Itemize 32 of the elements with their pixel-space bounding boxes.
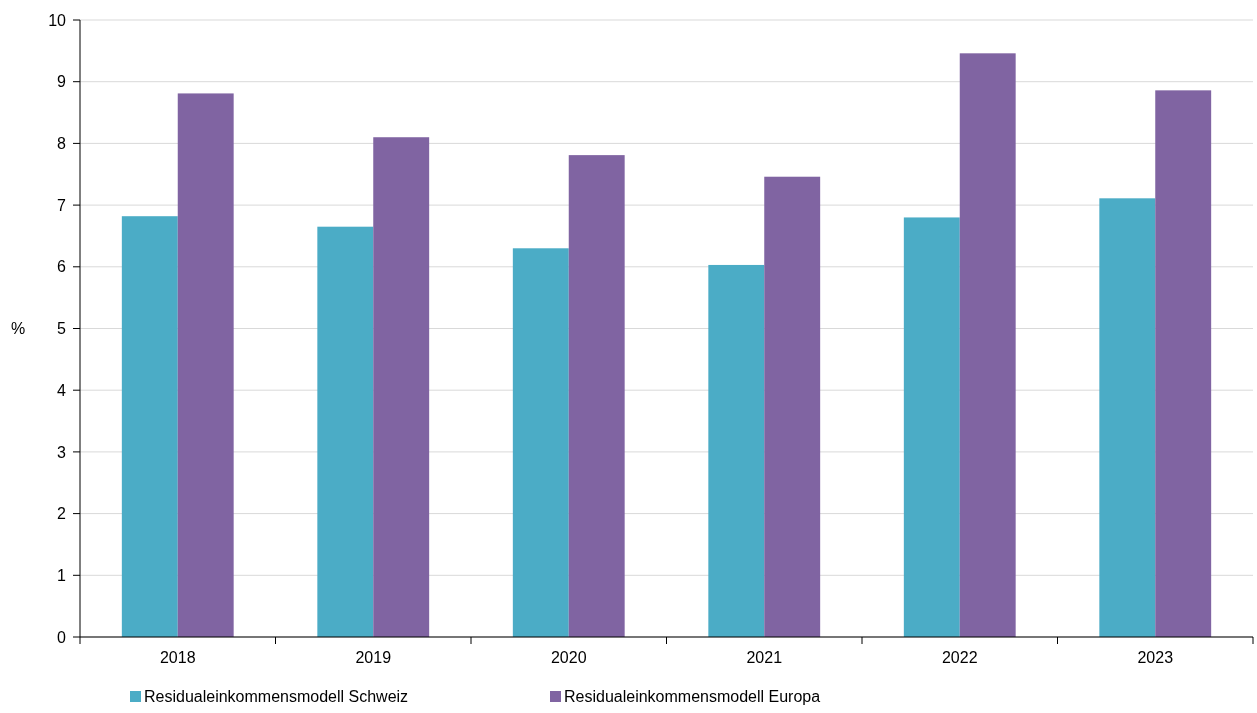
bar [512, 248, 569, 637]
y-axis-title: % [10, 320, 26, 338]
x-tick-label: 2020 [550, 649, 587, 666]
bar [903, 217, 960, 637]
y-tick-label: 4 [57, 381, 67, 399]
bar [121, 216, 178, 637]
x-tick-label: 2023 [1137, 649, 1174, 666]
legend-label: Residualeinkommensmodell Schweiz [144, 688, 409, 706]
y-tick-label: 6 [57, 258, 67, 276]
bar [317, 226, 374, 637]
y-tick-label: 10 [48, 11, 67, 29]
y-tick-label: 3 [57, 443, 67, 461]
y-tick-label: 8 [57, 135, 67, 152]
x-tick-label: 2022 [941, 649, 978, 666]
legend-label: Residualeinkommensmodell Europa [564, 688, 821, 706]
bar [1155, 90, 1212, 637]
bar [959, 53, 1016, 637]
y-tick-label: 5 [57, 320, 67, 338]
bar [177, 93, 234, 637]
x-tick-label: 2018 [159, 649, 196, 666]
bar [568, 155, 625, 637]
bar [708, 264, 765, 637]
bar [1099, 198, 1156, 637]
y-tick-label: 2 [57, 505, 67, 523]
y-tick-label: 0 [57, 628, 67, 646]
bar [373, 137, 430, 637]
y-tick-label: 1 [57, 566, 67, 584]
y-tick-label: 7 [57, 196, 67, 214]
y-tick-label: 9 [57, 73, 67, 91]
bar [764, 176, 821, 637]
x-tick-label: 2019 [355, 649, 392, 666]
x-tick-label: 2021 [746, 649, 783, 666]
